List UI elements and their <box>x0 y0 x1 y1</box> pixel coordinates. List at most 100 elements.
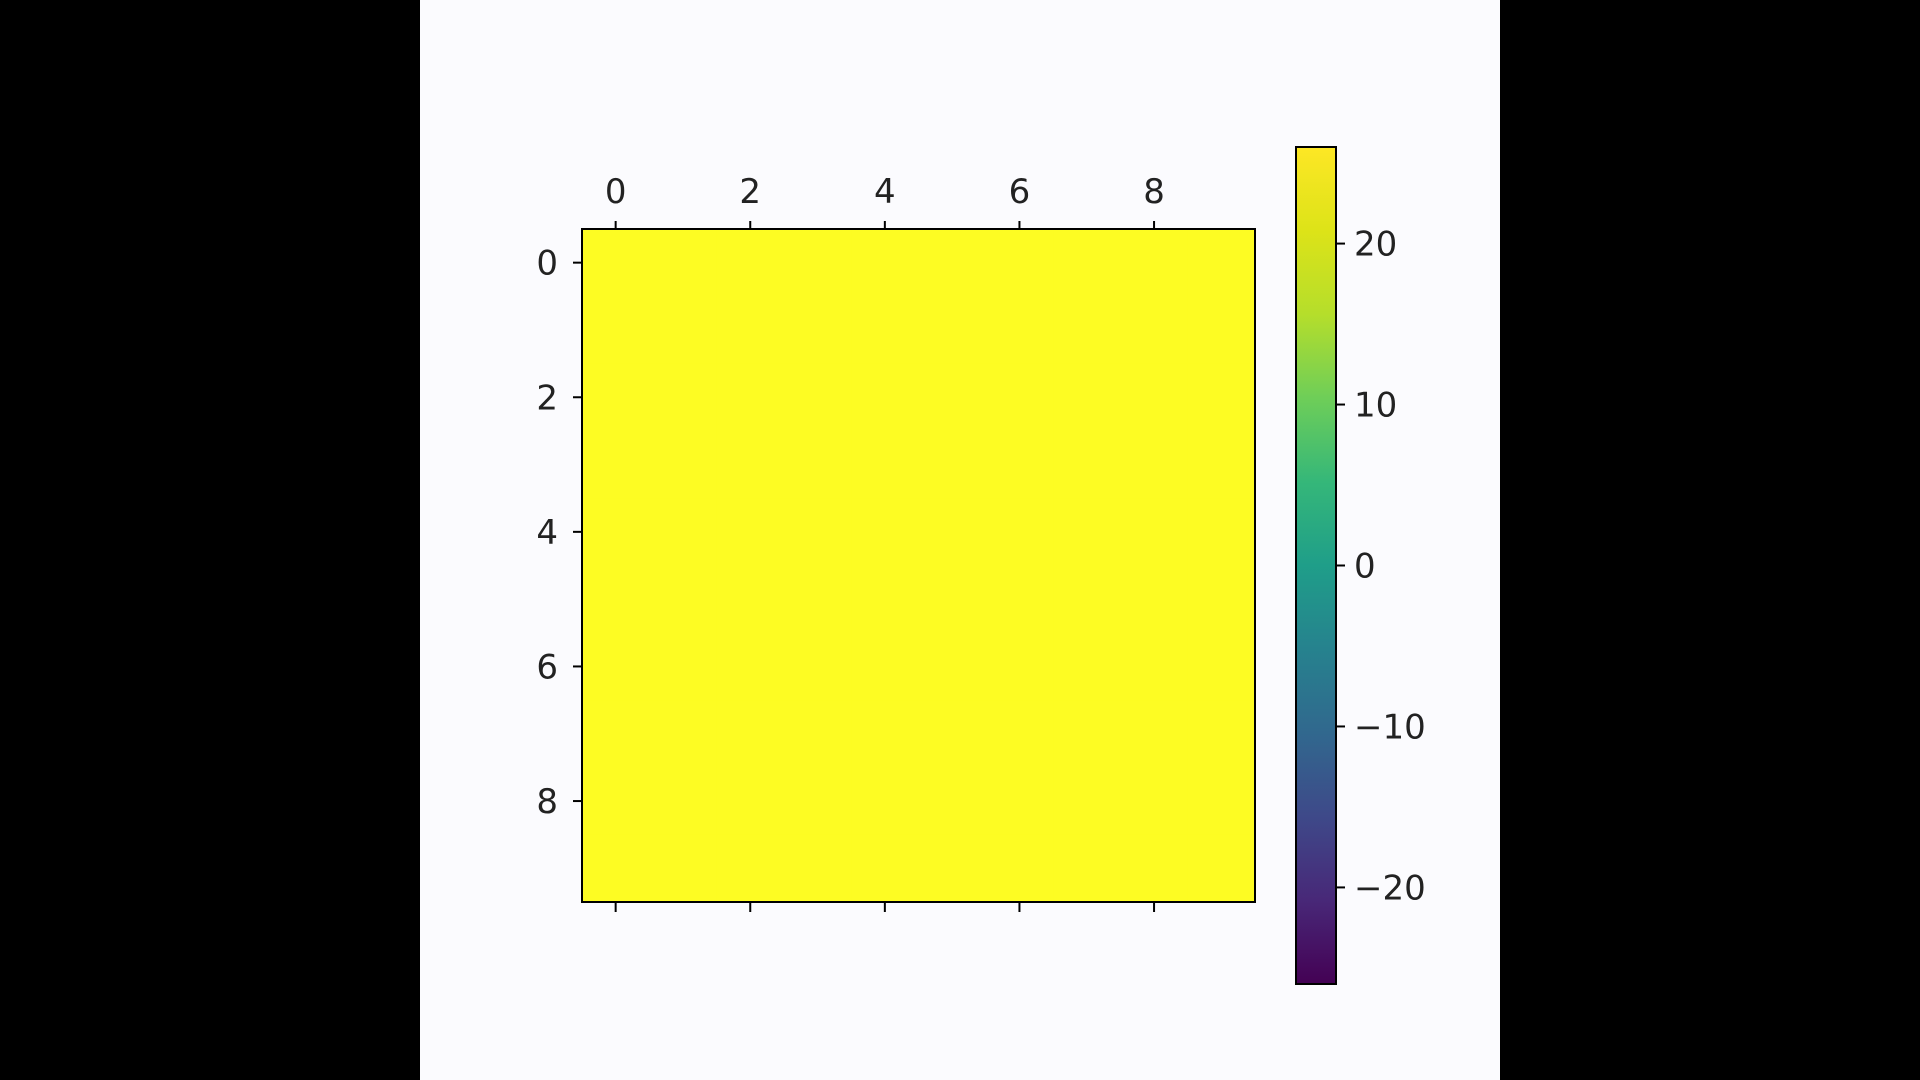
heatmap-cell <box>851 229 920 297</box>
heatmap-cell <box>918 834 987 903</box>
y-tick-label: 4 <box>536 513 558 553</box>
heatmap-cell <box>851 700 920 768</box>
heatmap-cell <box>1187 834 1256 903</box>
y-tick-label: 2 <box>536 378 558 418</box>
colorbar-tick-label: 0 <box>1354 547 1376 587</box>
heatmap-cell <box>851 834 920 903</box>
heatmap-cell <box>985 565 1054 634</box>
heatmap-cell <box>649 700 718 768</box>
heatmap-cell <box>918 296 987 365</box>
heatmap-cell <box>582 565 650 634</box>
heatmap-cells <box>582 229 1256 903</box>
heatmap-cell <box>1187 363 1256 432</box>
heatmap-cell <box>649 296 718 365</box>
heatmap-cell <box>783 430 852 499</box>
heatmap-cell <box>1053 430 1121 499</box>
figure: 0 2 4 6 8 0 2 4 6 8 20 10 0 −10 −20 <box>420 0 1500 1080</box>
heatmap-cell <box>1120 229 1189 297</box>
colorbar-tick-label: −20 <box>1354 868 1426 908</box>
heatmap-cell <box>582 296 650 365</box>
x-tick-label: 2 <box>739 172 761 212</box>
heatmap-cell <box>918 700 987 768</box>
heatmap-cell <box>1187 565 1256 634</box>
heatmap-cell <box>582 498 650 567</box>
heatmap-cell <box>716 430 785 499</box>
heatmap-cell <box>1187 229 1256 297</box>
heatmap-cell <box>716 498 785 567</box>
heatmap-cell <box>783 767 852 836</box>
heatmap-chart: 0 2 4 6 8 0 2 4 6 8 20 10 0 −10 −20 <box>536 146 1426 985</box>
heatmap-cell <box>985 229 1054 297</box>
x-tick-label: 4 <box>874 172 896 212</box>
heatmap-cell <box>716 296 785 365</box>
heatmap-cell <box>1120 700 1189 768</box>
heatmap-cell <box>649 229 718 297</box>
heatmap-cell <box>1120 834 1189 903</box>
heatmap-cell <box>783 700 852 768</box>
heatmap-cell <box>1120 632 1189 701</box>
heatmap-cell <box>582 229 650 297</box>
x-tick-label: 0 <box>605 172 627 212</box>
heatmap-cell <box>1053 767 1121 836</box>
y-tick-label: 8 <box>536 782 558 822</box>
heatmap-cell <box>1120 767 1189 836</box>
heatmap-cell <box>1053 565 1121 634</box>
heatmap-cell <box>985 834 1054 903</box>
heatmap-cell <box>716 632 785 701</box>
heatmap-cell <box>1120 430 1189 499</box>
heatmap-cell <box>649 498 718 567</box>
heatmap-cell <box>918 229 987 297</box>
heatmap-cell <box>716 565 785 634</box>
heatmap-cell <box>1053 498 1121 567</box>
heatmap-cell <box>851 430 920 499</box>
heatmap-cell <box>918 565 987 634</box>
x-tick-label: 8 <box>1143 172 1165 212</box>
heatmap-cell <box>1187 632 1256 701</box>
heatmap-cell <box>783 229 852 297</box>
heatmap-cell <box>985 767 1054 836</box>
heatmap-cell <box>851 565 920 634</box>
heatmap-cell <box>1187 498 1256 567</box>
heatmap-cell <box>1053 700 1121 768</box>
heatmap-cell <box>1187 430 1256 499</box>
heatmap-cell <box>716 229 785 297</box>
heatmap-cell <box>1053 296 1121 365</box>
heatmap-cell <box>783 363 852 432</box>
heatmap-cell <box>918 363 987 432</box>
heatmap-cell <box>649 565 718 634</box>
heatmap-cell <box>1120 363 1189 432</box>
colorbar-ticks: 20 10 0 −10 −20 <box>1336 225 1426 908</box>
axes-frame <box>581 228 1256 903</box>
heatmap-cell <box>716 767 785 836</box>
heatmap-cell <box>649 430 718 499</box>
heatmap-cell <box>985 430 1054 499</box>
colorbar-tick-label: 10 <box>1354 386 1397 426</box>
heatmap-cell <box>716 700 785 768</box>
heatmap-cell <box>985 296 1054 365</box>
heatmap-cell <box>918 767 987 836</box>
heatmap-cell <box>1053 834 1121 903</box>
heatmap-cell <box>783 296 852 365</box>
heatmap-cell <box>1053 632 1121 701</box>
heatmap-cell <box>582 767 650 836</box>
heatmap-cell <box>783 632 852 701</box>
heatmap-cell <box>918 632 987 701</box>
heatmap-cell <box>716 363 785 432</box>
heatmap-cell <box>582 363 650 432</box>
x-tick-label: 6 <box>1009 172 1031 212</box>
heatmap-cell <box>582 834 650 903</box>
heatmap-cell <box>985 363 1054 432</box>
y-tick-label: 0 <box>536 244 558 284</box>
heatmap-cell <box>582 430 650 499</box>
heatmap-cell <box>649 834 718 903</box>
heatmap-cell <box>649 363 718 432</box>
heatmap-cell <box>716 834 785 903</box>
heatmap-cell <box>851 632 920 701</box>
colorbar-tick-label: 20 <box>1354 225 1397 265</box>
heatmap-cell <box>1187 296 1256 365</box>
heatmap-cell <box>985 632 1054 701</box>
heatmap-cell <box>985 498 1054 567</box>
heatmap-cell <box>1187 700 1256 768</box>
colorbar <box>1295 146 1337 985</box>
heatmap-cell <box>851 296 920 365</box>
